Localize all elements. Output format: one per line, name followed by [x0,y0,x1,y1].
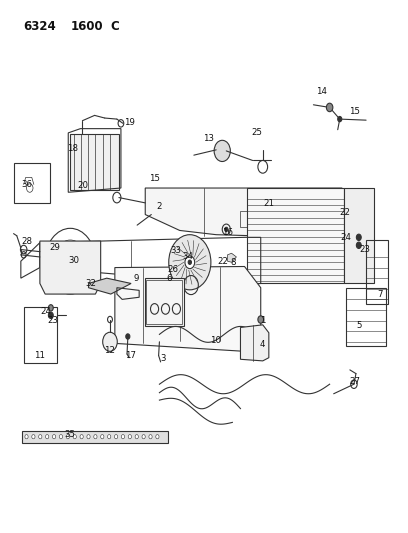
Text: 26: 26 [167,265,178,274]
Circle shape [188,260,191,264]
Polygon shape [145,188,356,236]
Circle shape [49,312,53,318]
Circle shape [185,256,195,269]
Text: 27: 27 [349,377,360,386]
Text: 20: 20 [78,181,89,190]
Circle shape [25,434,28,439]
Polygon shape [40,241,101,294]
Text: 23: 23 [359,245,370,254]
Circle shape [142,434,145,439]
Text: 10: 10 [210,336,221,345]
Circle shape [275,206,279,211]
Polygon shape [240,325,269,361]
Text: 17: 17 [125,351,136,360]
Circle shape [87,434,90,439]
Polygon shape [228,253,236,262]
Bar [344,188,374,284]
Text: 19: 19 [124,118,135,127]
Bar [145,278,184,326]
Bar [366,240,388,304]
Circle shape [156,434,159,439]
Text: 22: 22 [339,208,350,217]
Circle shape [94,434,97,439]
Circle shape [356,234,361,240]
Bar [22,431,168,442]
Text: 15: 15 [149,174,160,183]
Text: 8: 8 [231,258,236,266]
Text: 36: 36 [21,180,32,189]
Text: 33: 33 [170,246,181,255]
Circle shape [338,116,342,122]
Circle shape [356,242,361,248]
Text: 30: 30 [69,256,80,265]
Text: 16: 16 [222,228,233,237]
Text: 6: 6 [167,273,172,282]
Circle shape [128,434,131,439]
Text: 21: 21 [264,199,275,208]
Circle shape [59,434,62,439]
Circle shape [73,434,76,439]
Text: 22: 22 [217,257,228,265]
Circle shape [32,434,35,439]
Text: 14: 14 [316,87,327,96]
Circle shape [121,434,124,439]
Bar [24,308,57,363]
Text: 1: 1 [260,316,266,325]
Circle shape [135,434,138,439]
Circle shape [326,103,333,112]
Bar [146,280,182,324]
Circle shape [149,434,152,439]
Text: 18: 18 [67,144,78,153]
Text: 28: 28 [21,237,32,246]
Polygon shape [89,278,131,294]
Bar [246,188,344,284]
Text: 12: 12 [104,346,115,355]
Text: 25: 25 [251,128,262,138]
Circle shape [53,434,55,439]
Text: 5: 5 [357,321,362,330]
Text: 32: 32 [86,279,97,288]
Circle shape [258,316,264,323]
Bar [70,134,119,190]
Circle shape [225,227,228,231]
Text: 35: 35 [65,430,76,439]
Bar [240,212,257,227]
Text: 24: 24 [40,307,51,316]
Circle shape [115,434,118,439]
Circle shape [39,434,42,439]
Text: 11: 11 [34,351,45,360]
Text: 23: 23 [48,316,59,325]
Circle shape [49,305,53,311]
Text: 7: 7 [377,290,383,299]
Circle shape [46,434,49,439]
Circle shape [108,434,111,439]
Text: 1600: 1600 [70,20,103,33]
Circle shape [66,434,69,439]
Circle shape [126,334,130,339]
Text: 24: 24 [341,233,352,243]
Text: 13: 13 [202,134,213,143]
Circle shape [101,434,104,439]
Text: 2: 2 [156,201,162,211]
Text: 3: 3 [160,354,165,363]
Text: 15: 15 [349,107,360,116]
Polygon shape [115,266,261,351]
Text: 4: 4 [260,341,266,350]
Text: 9: 9 [133,273,139,282]
Bar [13,163,50,203]
Text: 34: 34 [183,253,194,262]
Text: C: C [111,20,120,33]
Circle shape [169,235,211,290]
Circle shape [80,434,83,439]
Text: 6324: 6324 [24,20,56,33]
Text: 29: 29 [49,244,60,253]
Circle shape [214,140,231,161]
Circle shape [103,332,117,351]
